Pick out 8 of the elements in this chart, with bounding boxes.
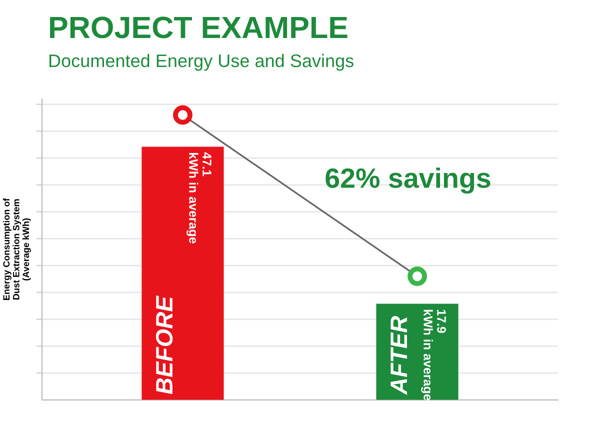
data-label: 17.9 kWh in average (421, 310, 446, 400)
chart-title: PROJECT EXAMPLE (50, 16, 348, 38)
y-axis-title: Energy Consumption of Dust Extraction System (Average kWh) (2, 198, 31, 300)
x-tick-label: BEFORE (156, 296, 173, 394)
x-tick-label: AFTER (390, 316, 407, 396)
chart-subtitle: Documented Energy Use and Savings (49, 54, 354, 71)
data-label: 47.1 kWh in average (186, 152, 212, 244)
annotation: 62% savings (326, 168, 490, 194)
